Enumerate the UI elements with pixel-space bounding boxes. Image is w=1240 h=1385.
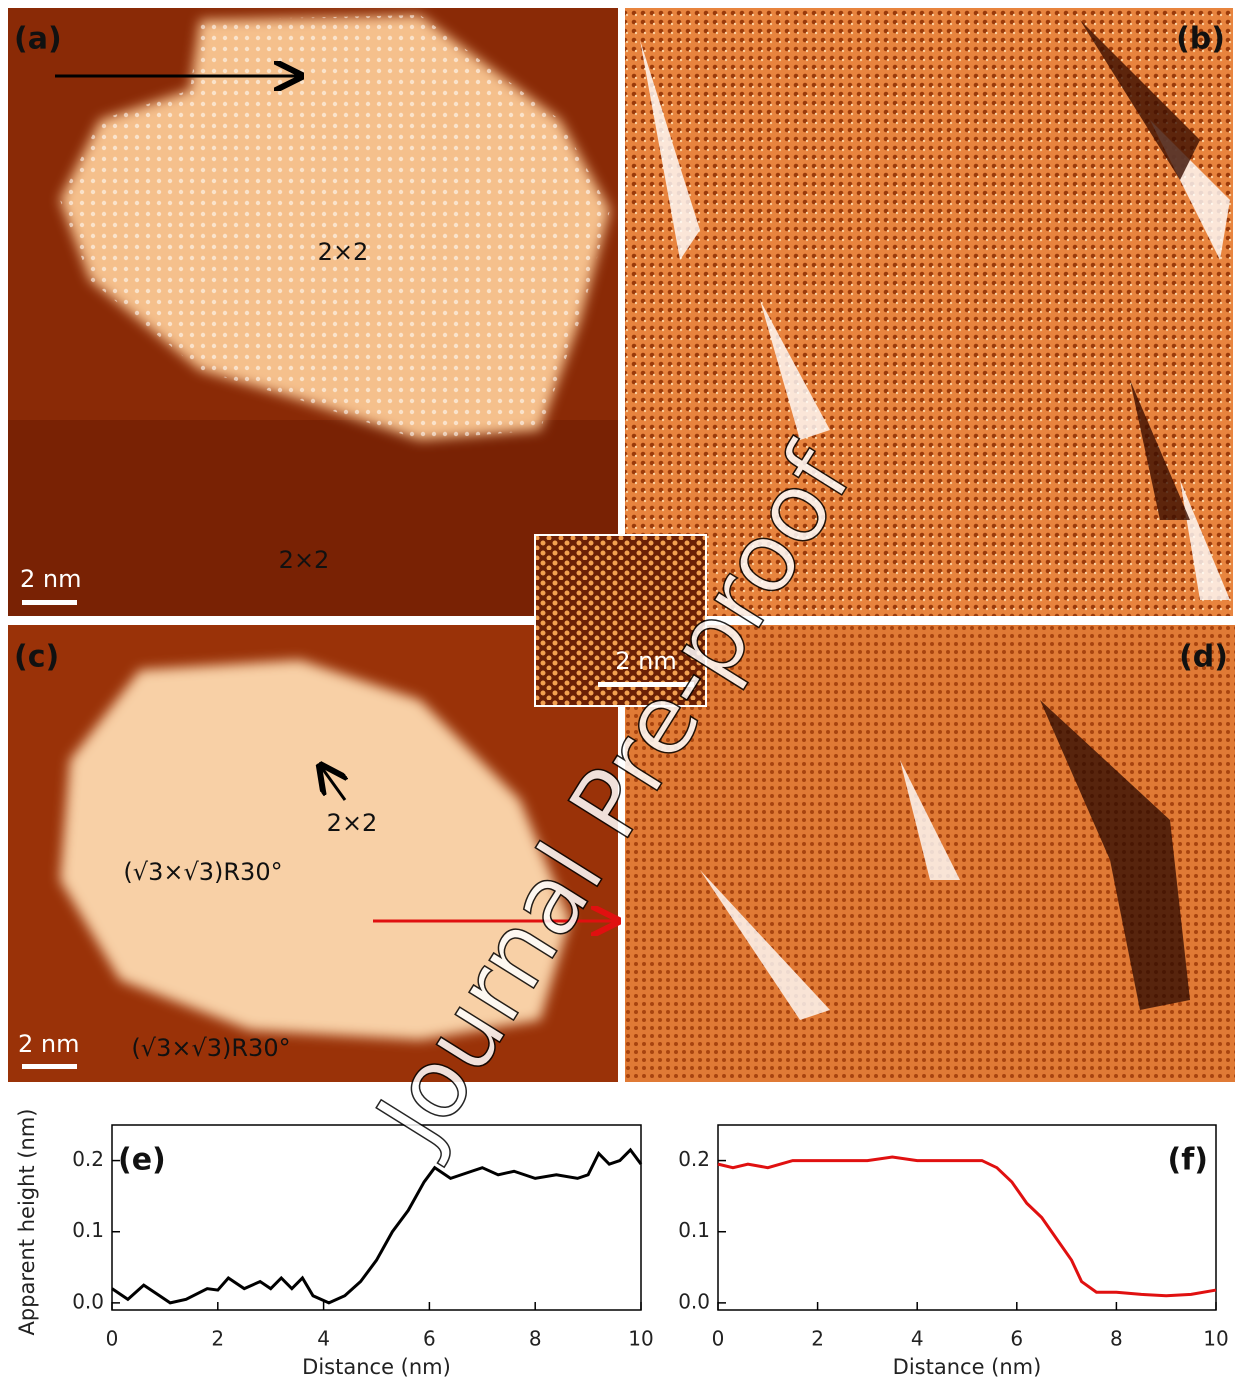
x-tick-label: 4 <box>317 1327 330 1351</box>
y-tick-label: 0.0 <box>72 1289 104 1313</box>
x-tick-label: 8 <box>1110 1327 1123 1351</box>
annotation: 2×2 <box>318 238 369 266</box>
plot-frame <box>717 1124 1217 1311</box>
x-tick-label: 0 <box>106 1327 119 1351</box>
inset-image <box>534 534 707 707</box>
annotation: (√3×√3)R30° <box>131 1034 290 1062</box>
scale-bar-label: 2 nm <box>615 647 677 675</box>
x-tick-label: 8 <box>529 1327 542 1351</box>
annotation: (√3×√3)R30° <box>123 858 282 886</box>
charts: 0 2 4 6 8 10 0.0 0.1 0.2 Distance (nm) Apparent he… <box>15 1109 1229 1379</box>
x-axis-label: Distance (nm) <box>893 1355 1042 1379</box>
x-tick-label: 2 <box>211 1327 224 1351</box>
line <box>717 1155 1217 1298</box>
scale-bar-label: 2 nm <box>20 565 82 593</box>
panel-a-image <box>8 8 618 616</box>
panel-d-image <box>625 625 1235 1082</box>
annotation: 2×2 <box>327 809 378 837</box>
panel-b-image <box>625 8 1233 616</box>
y-tick-label: 0.2 <box>678 1147 710 1171</box>
panel-label: (a) <box>14 22 62 57</box>
panel-label: (c) <box>14 640 59 675</box>
panel-label: (e) <box>118 1143 166 1178</box>
x-tick-label: 4 <box>911 1327 924 1351</box>
panel-label: (f) <box>1168 1143 1208 1178</box>
x-axis-label: Distance (nm) <box>302 1355 451 1379</box>
x-tick-label: 10 <box>1203 1327 1228 1351</box>
panel-c-image <box>8 625 618 1082</box>
y-tick-label: 0.1 <box>72 1218 104 1242</box>
x-tick-label: 6 <box>1010 1327 1023 1351</box>
x-tick-label: 10 <box>628 1327 653 1351</box>
y-tick-label: 0.1 <box>678 1218 710 1242</box>
line <box>111 1147 643 1305</box>
panel-label: (d) <box>1179 640 1228 675</box>
annotation: 2×2 <box>279 546 330 574</box>
x-tick-label: 2 <box>811 1327 824 1351</box>
y-axis-label: Apparent height (nm) <box>15 1109 39 1336</box>
scale-bar-label: 2 nm <box>18 1030 80 1058</box>
y-tick-label: 0.0 <box>678 1289 710 1313</box>
panel-label: (b) <box>1176 22 1225 57</box>
y-tick-label: 0.2 <box>72 1147 104 1171</box>
x-tick-label: 0 <box>712 1327 725 1351</box>
x-tick-label: 6 <box>423 1327 436 1351</box>
plot-frame <box>111 1124 642 1311</box>
